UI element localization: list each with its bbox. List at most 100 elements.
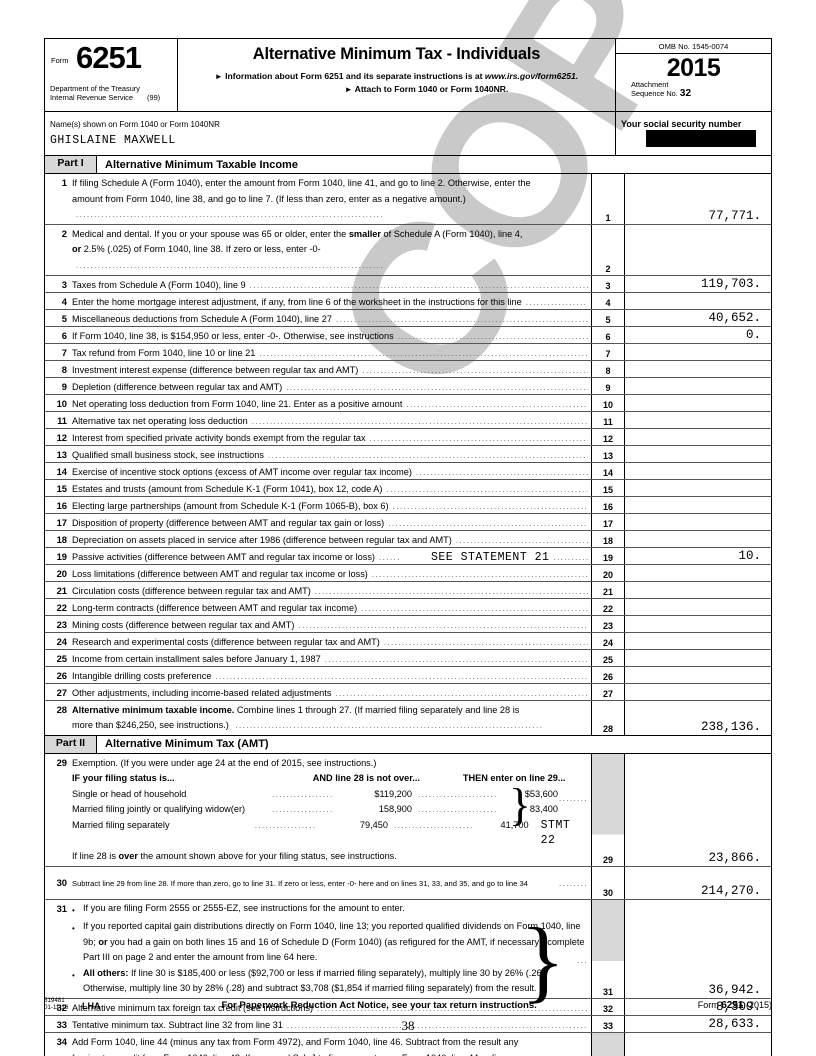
line-24-box-number: 24 — [602, 637, 613, 648]
line-14-description: 14 Exercise of incentive stock options (e… — [45, 463, 591, 479]
line-28-text-2: more than $246,250, see instructions.) .… — [51, 718, 588, 734]
line-6-number: 6 — [61, 329, 67, 341]
line-1-amount[interactable]: 77,771. — [708, 208, 761, 223]
line-28-amount[interactable]: 238,136. — [700, 719, 761, 734]
line-19-amount[interactable]: 10. — [738, 548, 761, 563]
line-22-amount[interactable] — [625, 599, 771, 615]
name-field-cell[interactable]: Name(s) shown on Form 1040 or Form 1040N… — [45, 112, 616, 155]
line-21-heading: 21 Circulation costs (difference between … — [51, 583, 588, 600]
line-6-text: If Form 1040, line 38, is $154,950 or le… — [72, 330, 394, 341]
line-23-amount[interactable] — [625, 616, 771, 632]
line-18-number-cell: 18 — [591, 530, 625, 547]
line-11-leader: ........................................… — [251, 416, 588, 426]
line-8-amount[interactable] — [625, 361, 771, 377]
line-12-text: Interest from specified private activity… — [72, 432, 366, 443]
line-24-heading: 24 Research and experimental costs (diffe… — [51, 634, 588, 651]
line-20-amount[interactable] — [625, 565, 771, 581]
line-3-text: Taxes from Schedule A (Form 1040), line … — [72, 279, 246, 290]
line-2-amount[interactable] — [625, 225, 771, 275]
line-5-amount[interactable]: 40,652. — [708, 310, 761, 325]
line-11-amount[interactable] — [625, 412, 771, 428]
exemption-enter-3: 41,700 — [500, 819, 529, 830]
part-2-tag: Part II — [45, 735, 97, 753]
line-31-amount[interactable]: 36,942. — [708, 982, 761, 997]
line-1-box-number: 1 — [605, 212, 611, 223]
line-12-heading: 12 Interest from specified private activi… — [51, 430, 588, 447]
name-field-label: Name(s) shown on Form 1040 or Form 1040N… — [50, 120, 220, 129]
line-21-amount[interactable] — [625, 582, 771, 598]
line-1-number-cell: 1 — [591, 174, 625, 224]
bullet-dot-icon-2: • — [72, 923, 75, 933]
line-12-number-cell: 12 — [591, 428, 625, 445]
line-20-leader: ........................................… — [371, 569, 588, 579]
line-19-leader-b: .............. — [553, 552, 588, 562]
line-16-amount[interactable] — [625, 497, 771, 513]
line-20-number: 20 — [56, 567, 67, 579]
line-3-amount[interactable]: 119,703. — [700, 276, 761, 291]
line-34-number-cell: 34 — [591, 1032, 625, 1056]
line-12-amount[interactable] — [625, 429, 771, 445]
line-14-text: Exercise of incentive stock options (exc… — [72, 466, 412, 477]
line-27-amount[interactable] — [625, 684, 771, 700]
line-32-amount[interactable]: 8,309. — [715, 999, 761, 1014]
line-27-leader: ........................................… — [335, 688, 588, 698]
line-26-leader: ........................................… — [215, 671, 588, 681]
line-17-amount[interactable] — [625, 514, 771, 530]
line-20-number-cell: 20 — [591, 564, 625, 581]
line-2-box-number: 2 — [605, 263, 611, 274]
line-2-number: 2 — [61, 227, 67, 239]
page-title: Alternative Minimum Tax - Individuals — [252, 45, 541, 63]
line-26-amount[interactable] — [625, 667, 771, 683]
line-21-leader: ........................................… — [314, 586, 588, 596]
line-11-number: 11 — [57, 414, 67, 426]
line-24-amount[interactable] — [625, 633, 771, 649]
line-33-number: 33 — [56, 1018, 67, 1030]
line-14-amount[interactable] — [625, 463, 771, 479]
form-footer: 519481 01-11-16 LHA For Paperwork Reduct… — [44, 997, 772, 1011]
header-instruction-2: ► Attach to Form 1040 or Form 1040NR. — [178, 84, 615, 94]
line-34-amount[interactable]: 1,028. — [625, 1033, 771, 1056]
line-6-amount[interactable]: 0. — [745, 327, 761, 342]
line-34-text-2: foreign tax credit from Form 1040, line … — [51, 1051, 588, 1056]
exemption-enter-1: $53,600 — [524, 788, 558, 799]
ssn-field-cell[interactable]: Your social security number — [616, 112, 771, 155]
exemption-dots-a-3: ............................. — [254, 820, 317, 830]
line-9-amount[interactable] — [625, 378, 771, 394]
exemption-annotation: STMT 22 — [540, 818, 571, 848]
line-4-amount[interactable] — [625, 293, 771, 309]
line-5-heading: 5 Miscellaneous deductions from Schedule … — [51, 311, 588, 328]
line-8-text: Investment interest expense (difference … — [72, 364, 359, 375]
line-30-amount[interactable]: 214,270. — [700, 884, 761, 899]
line-1-text: If filing Schedule A (Form 1040), enter … — [72, 178, 531, 188]
instruction-2-text: Attach to Form 1040 or Form 1040NR. — [354, 84, 509, 94]
line-4-text: Enter the home mortgage interest adjustm… — [72, 296, 522, 307]
exemption-header-cap: AND line 28 is not over... — [312, 773, 420, 784]
line-29-amount[interactable]: 23,866. — [708, 851, 761, 866]
line-13-amount[interactable] — [625, 446, 771, 462]
line-row-11: 11 Alternative tax net operating loss ded… — [45, 411, 771, 429]
form-word-label: Form — [51, 56, 69, 65]
line-30-text: Subtract line 29 from line 28. If more t… — [72, 879, 528, 889]
line-33-heading: 33 Tentative minimum tax. Subtract line … — [51, 1017, 588, 1034]
footer-lha: LHA — [82, 1001, 101, 1011]
brace-icon-29: } — [508, 778, 531, 830]
line-7-number-cell: 7 — [591, 343, 625, 360]
line-28-number-cell: 28 — [591, 700, 625, 735]
line-7-text: Tax refund from Form 1040, line 10 or li… — [72, 347, 256, 358]
line-31-bullet-2: • If you reported capital gain distributi… — [72, 919, 588, 966]
attachment-label-2: Sequence No. 32 — [631, 87, 692, 99]
exemption-header-enter: THEN enter on line 29... — [462, 773, 566, 784]
exemption-dots-b-2: ........................ — [418, 805, 496, 815]
line-7-amount[interactable] — [625, 344, 771, 360]
line-23-description: 23 Mining costs (difference between regul… — [45, 616, 591, 632]
footer-form-year: (2015) — [745, 1000, 772, 1010]
line-33-amount[interactable]: 28,633. — [708, 1016, 761, 1031]
line-19-leader-a: ...... — [379, 552, 401, 562]
line-18-amount[interactable] — [625, 531, 771, 547]
line-8-heading: 8 Investment interest expense (difference… — [51, 362, 588, 379]
line-2-description: 2 Medical and dental. If you or your spou… — [45, 225, 591, 275]
line-14-leader: ........................................… — [415, 467, 588, 477]
line-10-amount[interactable] — [625, 395, 771, 411]
line-25-amount[interactable] — [625, 650, 771, 666]
line-15-amount[interactable] — [625, 480, 771, 496]
